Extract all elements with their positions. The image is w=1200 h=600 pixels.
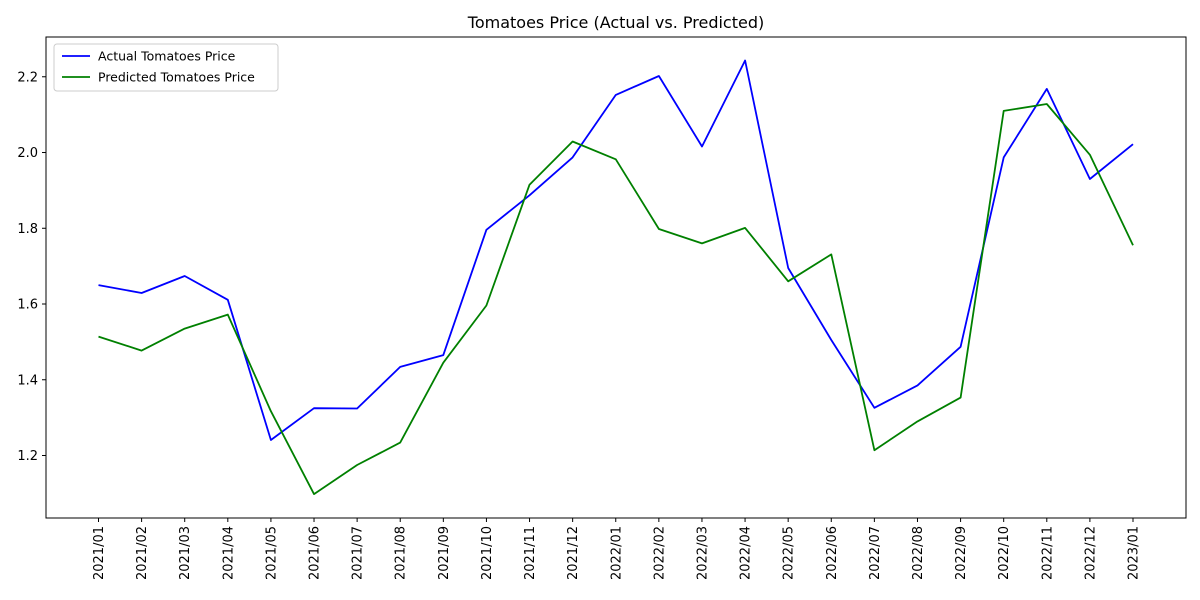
y-tick-label: 1.8 (17, 222, 38, 237)
x-tick-label: 2022/03 (695, 526, 710, 580)
x-tick-label: 2021/03 (178, 526, 193, 580)
y-tick-label: 1.2 (17, 449, 38, 464)
x-tick-label: 2021/01 (92, 526, 107, 580)
series-line-predicted (98, 103, 1134, 496)
y-tick-label: 1.6 (17, 298, 38, 313)
x-tick-label: 2022/08 (911, 526, 926, 580)
x-tick-label: 2022/04 (739, 526, 754, 580)
x-axis: 2021/01 2021/02 2021/03 2021/04 2021/05 2021/… (92, 518, 1142, 580)
x-tick-label: 2021/07 (351, 526, 366, 580)
y-tick-label: 2.0 (17, 146, 38, 161)
x-tick-label: 2022/09 (954, 526, 969, 580)
x-tick-label: 2022/02 (652, 526, 667, 580)
legend-label-predicted: Predicted Tomatoes Price (98, 70, 255, 85)
series-line-actual (98, 59, 1134, 441)
x-tick-label: 2022/06 (825, 526, 840, 580)
legend-label-actual: Actual Tomatoes Price (98, 49, 236, 64)
x-tick-label: 2022/01 (609, 526, 624, 580)
chart-title: Tomatoes Price (Actual vs. Predicted) (467, 13, 764, 32)
x-tick-label: 2021/08 (394, 526, 409, 580)
y-tick-label: 1.4 (17, 373, 38, 388)
y-tick-label: 2.2 (17, 70, 38, 85)
x-tick-label: 2023/01 (1127, 526, 1142, 580)
x-tick-label: 2022/12 (1083, 526, 1098, 580)
legend-box (53, 43, 279, 92)
x-tick-label: 2021/06 (308, 526, 323, 580)
x-tick-label: 2022/07 (868, 526, 883, 580)
x-tick-label: 2021/11 (523, 526, 538, 580)
x-tick-label: 2021/02 (135, 526, 150, 580)
x-tick-label: 2022/10 (997, 526, 1012, 580)
x-tick-label: 2021/04 (221, 526, 236, 580)
x-tick-label: 2021/09 (437, 526, 452, 580)
x-tick-label: 2021/10 (480, 526, 495, 580)
x-tick-label: 2021/05 (264, 526, 279, 580)
legend: Actual Tomatoes Price Predicted Tomatoes… (53, 43, 279, 92)
y-axis: 1.2 1.4 1.6 1.8 2.0 2.2 (17, 70, 46, 464)
x-tick-label: 2021/12 (566, 526, 581, 580)
x-tick-label: 2022/11 (1040, 526, 1055, 580)
x-tick-label: 2022/05 (782, 526, 797, 580)
series-lines (98, 59, 1134, 496)
